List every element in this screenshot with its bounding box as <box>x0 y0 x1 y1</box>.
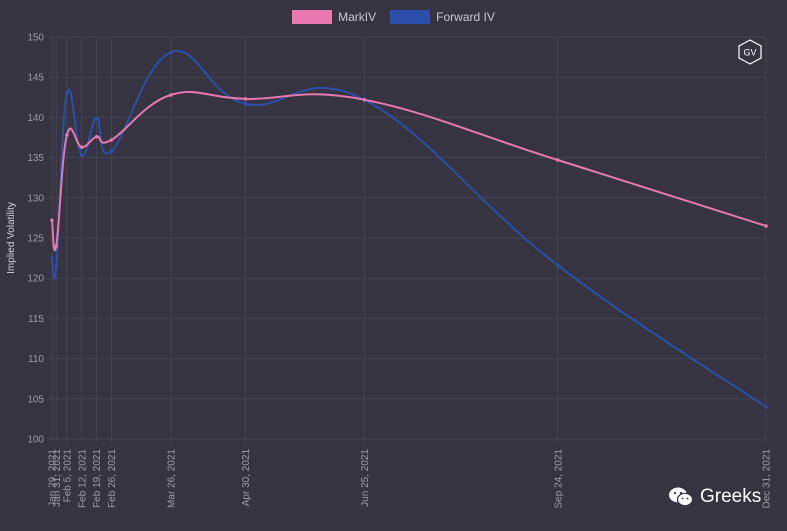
gv-logo-text: GV <box>743 48 756 58</box>
watermark-text: Greeks <box>700 486 762 507</box>
y-tick-label: 140 <box>27 113 44 124</box>
y-tick-label: 130 <box>27 193 44 204</box>
grid-lines <box>48 36 767 443</box>
data-point-forward-iv <box>109 149 114 153</box>
y-axis-ticks: 100 105 110 115 120 125 130 135 140 145 150 <box>27 33 44 446</box>
data-point-markiv <box>555 158 560 162</box>
legend-label-forward-iv: Forward IV <box>436 10 495 24</box>
data-point-forward-iv <box>764 405 768 409</box>
x-tick-label: Sep 24, 2021 <box>553 449 564 509</box>
y-tick-label: 150 <box>27 33 44 44</box>
data-point-forward-iv <box>54 264 59 268</box>
y-tick-label: 115 <box>28 314 44 325</box>
y-tick-label: 125 <box>27 234 44 245</box>
data-point-markiv <box>109 138 114 142</box>
x-tick-label: Mar 26, 2021 <box>167 449 178 508</box>
series-lines <box>51 50 767 408</box>
x-tick-label: Feb 26, 2021 <box>107 449 118 508</box>
data-point-forward-iv <box>94 116 99 121</box>
legend-swatch-markiv <box>292 10 333 24</box>
x-tick-label: Feb 5, 2021 <box>62 449 73 503</box>
x-tick-label: Dec 31, 2021 <box>762 449 773 509</box>
x-tick-label: Jan 31, 2021 <box>52 449 63 507</box>
y-tick-label: 100 <box>27 435 44 446</box>
series-line-markiv <box>51 90 767 252</box>
data-point-forward-iv <box>50 256 54 260</box>
legend-item-markiv[interactable]: MarkIV <box>292 10 376 24</box>
data-point-markiv <box>362 97 367 102</box>
data-point-forward-iv <box>243 101 248 106</box>
data-point-forward-iv <box>555 263 560 268</box>
y-tick-label: 110 <box>28 354 44 365</box>
x-tick-label: Feb 12, 2021 <box>77 449 88 508</box>
series-points <box>50 50 768 409</box>
x-tick-label: Apr 30, 2021 <box>241 449 252 507</box>
y-tick-label: 105 <box>27 394 44 405</box>
data-point-forward-iv <box>65 91 69 96</box>
data-point-markiv <box>54 244 59 248</box>
x-tick-label: Feb 19, 2021 <box>92 449 103 508</box>
data-point-markiv <box>169 93 173 97</box>
y-tick-label: 145 <box>27 73 44 84</box>
watermark: Greeks <box>668 486 761 508</box>
data-point-forward-iv <box>169 50 173 55</box>
data-point-markiv <box>94 134 99 139</box>
y-tick-label: 135 <box>27 153 44 164</box>
y-tick-label: 120 <box>27 274 44 285</box>
data-point-markiv <box>50 218 54 223</box>
data-point-markiv <box>764 224 768 228</box>
legend-item-forward-iv[interactable]: Forward IV <box>390 10 495 24</box>
legend: MarkIV Forward IV <box>0 10 787 24</box>
data-point-markiv <box>243 97 248 101</box>
legend-label-markiv: MarkIV <box>338 10 377 24</box>
data-point-markiv <box>79 145 84 149</box>
data-point-forward-iv <box>79 153 84 157</box>
series-line-forward-iv <box>51 50 767 408</box>
wechat-icon <box>669 487 694 507</box>
x-tick-label: Jan 29, 2021 <box>48 449 59 507</box>
y-axis-label: Implied Volatility <box>6 202 17 274</box>
legend-swatch-forward-iv <box>390 10 431 24</box>
gv-logo-icon: GV <box>738 39 762 65</box>
x-tick-label: Jun 25, 2021 <box>360 449 371 507</box>
data-point-markiv <box>65 133 69 137</box>
